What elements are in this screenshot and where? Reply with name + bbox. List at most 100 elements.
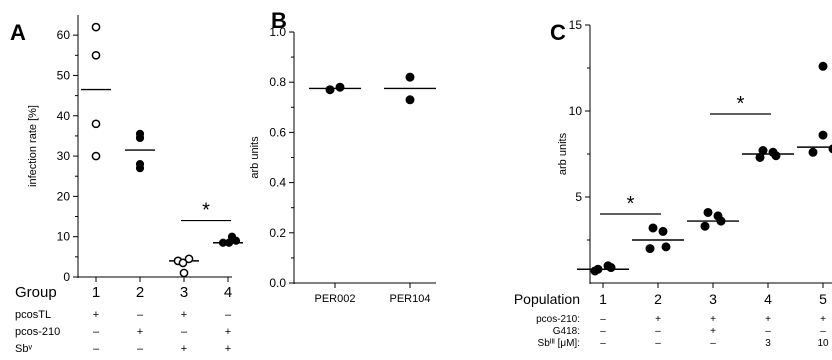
- panel-c-letter: C: [550, 20, 566, 45]
- x-tick-label: 2: [654, 291, 662, 307]
- y-tick-label: 30: [57, 149, 71, 163]
- y-tick-label: 10: [57, 230, 71, 244]
- data-point: [661, 242, 671, 252]
- x-tick-label: 5: [819, 291, 827, 307]
- data-point: [325, 85, 335, 95]
- data-point: [91, 119, 101, 129]
- condition-value: +: [820, 314, 826, 325]
- y-tick-label: 1.0: [269, 25, 286, 39]
- y-axis-label: infection rate [%]: [27, 105, 39, 187]
- condition-value: –: [600, 338, 606, 349]
- row-label: Sbᵛ: [15, 343, 32, 355]
- condition-value: –: [820, 326, 826, 337]
- condition-value: 3: [765, 338, 771, 349]
- data-point: [335, 82, 345, 92]
- condition-value: –: [181, 326, 188, 338]
- data-point: [606, 263, 616, 273]
- condition-value: +: [93, 309, 99, 321]
- y-tick-label: 15: [569, 18, 583, 32]
- data-point: [808, 147, 818, 157]
- row-label: pcosTL: [15, 309, 51, 321]
- y-tick-label: 0.8: [269, 75, 286, 89]
- x-tick-label: PER002: [315, 293, 356, 305]
- condition-value: –: [600, 314, 606, 325]
- data-point: [91, 22, 101, 32]
- data-point: [135, 133, 145, 143]
- panel-c: C 5 10 15 arb units * * Population 1 2 3 4 5 pcos-21…: [514, 18, 832, 349]
- row-label: pcos-210:: [536, 314, 580, 325]
- x-tick-label: PER104: [390, 293, 431, 305]
- data-point: [648, 223, 658, 233]
- condition-value: +: [710, 314, 716, 325]
- panel-a-letter: A: [10, 20, 26, 45]
- condition-value: +: [225, 326, 231, 338]
- condition-value: +: [137, 326, 143, 338]
- significance-label: *: [737, 93, 745, 115]
- condition-value: +: [765, 314, 771, 325]
- y-axis-label: arb units: [557, 132, 569, 175]
- condition-value: +: [181, 343, 187, 355]
- y-tick-label: 20: [57, 189, 71, 203]
- x-tick-label: 2: [136, 284, 144, 301]
- y-tick-label: 0.6: [269, 125, 286, 139]
- condition-value: 10: [817, 338, 829, 349]
- condition-value: –: [710, 338, 716, 349]
- condition-value: +: [181, 309, 187, 321]
- condition-value: –: [137, 343, 144, 355]
- y-axis-label: arb units: [249, 136, 261, 179]
- data-point: [755, 152, 765, 162]
- condition-value: +: [655, 314, 661, 325]
- x-tick-label: 4: [764, 291, 772, 307]
- data-point: [91, 50, 101, 60]
- condition-value: –: [765, 326, 771, 337]
- y-tick-label: 50: [57, 68, 71, 82]
- data-point: [184, 254, 194, 264]
- data-point: [703, 207, 713, 217]
- condition-value: –: [225, 309, 232, 321]
- significance-label: *: [627, 193, 635, 215]
- data-point: [405, 72, 415, 82]
- y-tick-label: 60: [57, 28, 71, 42]
- data-point: [658, 226, 668, 236]
- x-tick-label: 3: [180, 284, 188, 301]
- data-point: [91, 151, 101, 161]
- condition-value: –: [655, 338, 661, 349]
- row-label: G418:: [553, 326, 580, 337]
- condition-value: –: [93, 343, 100, 355]
- data-point: [818, 130, 828, 140]
- condition-value: –: [93, 326, 100, 338]
- x-tick-label: 4: [224, 284, 232, 301]
- x-tick-label: 1: [92, 284, 100, 301]
- condition-value: +: [225, 343, 231, 355]
- data-point: [771, 151, 781, 161]
- y-tick-label: 0.2: [269, 226, 286, 240]
- data-point: [828, 144, 832, 154]
- row-label: Sbᴵᴵᴵ [μM]:: [538, 338, 580, 349]
- x-tick-label: 3: [709, 291, 717, 307]
- data-point: [224, 238, 234, 247]
- data-point: [645, 244, 655, 254]
- row-label: pcos-210: [15, 326, 60, 338]
- row-label: Group: [15, 284, 57, 301]
- y-tick-label: 40: [57, 109, 71, 123]
- significance-label: *: [202, 200, 210, 222]
- panel-b: B 0.0 0.2 0.4 0.6 0.8 1.0 arb units PER002 PER10…: [249, 8, 436, 305]
- y-tick-label: 0: [63, 270, 70, 284]
- condition-value: +: [710, 326, 716, 337]
- condition-value: –: [655, 326, 661, 337]
- data-point: [179, 268, 189, 278]
- y-tick-label: 0.4: [269, 176, 286, 190]
- data-point: [405, 95, 415, 105]
- y-tick-label: 10: [569, 104, 583, 118]
- y-tick-label: 0.0: [269, 276, 286, 290]
- x-tick-label: 1: [599, 291, 607, 307]
- row-label: Population: [514, 291, 580, 307]
- data-point: [818, 61, 828, 71]
- panel-a: A 0 10 20 30 40 50 60 infection rate [%] * Group 1…: [10, 15, 243, 355]
- data-point: [178, 258, 188, 268]
- y-tick-label: 5: [575, 190, 582, 204]
- data-point: [716, 216, 726, 226]
- condition-value: –: [600, 326, 606, 337]
- data-point: [231, 236, 241, 245]
